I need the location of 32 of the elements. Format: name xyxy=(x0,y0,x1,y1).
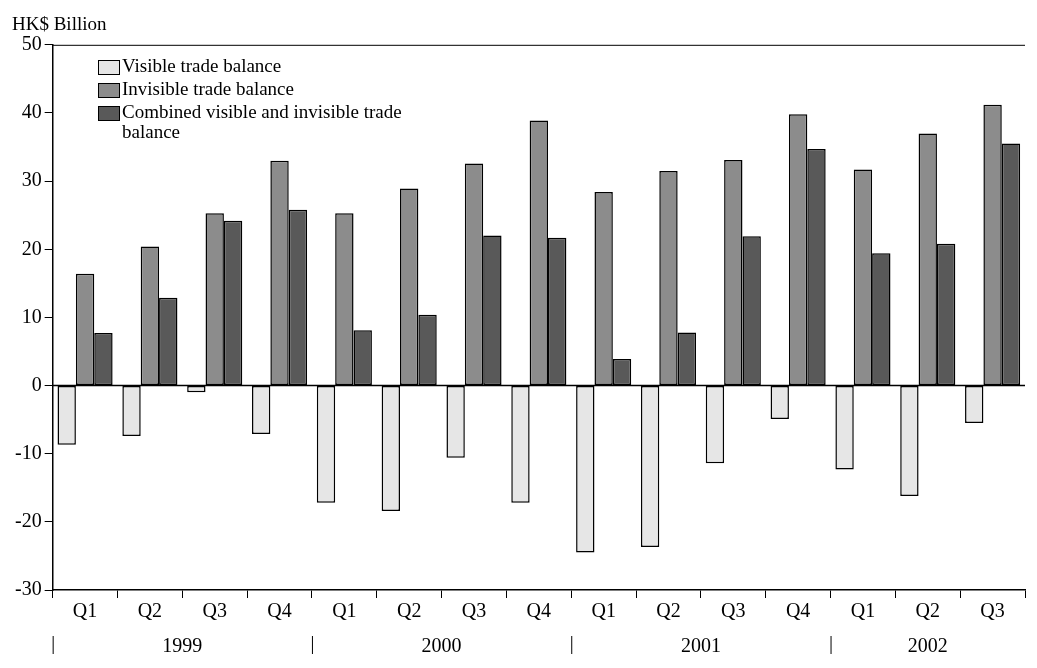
x-tick-label: Q4 xyxy=(267,599,292,622)
x-tick-label: Q2 xyxy=(396,599,422,622)
y-tick-label: 50 xyxy=(21,32,42,55)
y-tick-label: -30 xyxy=(14,577,42,600)
x-tick-label: Q3 xyxy=(980,599,1005,622)
x-tick-label: Q2 xyxy=(915,599,940,622)
text: 2002 xyxy=(907,634,948,656)
y-tick-label: 30 xyxy=(21,168,42,191)
y-tick-label: 40 xyxy=(21,100,42,123)
x-tick-label: Q3 xyxy=(721,599,746,622)
x-tick-label: Q1 xyxy=(850,599,876,622)
x-tick-label: Q1 xyxy=(72,599,98,622)
x-tick-label: Q3 xyxy=(202,599,227,622)
y-tick-label: 0 xyxy=(31,372,42,395)
y-tick-label: 10 xyxy=(21,304,42,327)
x-tick-label: Q2 xyxy=(656,599,681,622)
y-tick-label: -20 xyxy=(14,509,42,532)
legend-label: Visible trade balance xyxy=(122,55,282,76)
x-tick-label: Q2 xyxy=(137,599,163,622)
x-tick-label: Q4 xyxy=(785,599,811,622)
x-tick-label: Q1 xyxy=(332,599,357,622)
y-tick-label: 20 xyxy=(21,236,42,259)
x-tick-label: Q1 xyxy=(591,599,616,622)
x-tick-label: Q4 xyxy=(526,599,552,622)
legend-label: Invisible trade balance xyxy=(122,78,294,99)
text: 2001 xyxy=(680,634,721,656)
text: 1999 xyxy=(162,634,203,656)
text: 2000 xyxy=(421,634,462,656)
legend-label: Combined visible and invisible trade balance xyxy=(122,101,403,142)
x-tick-label: Q3 xyxy=(461,599,487,622)
y-tick-label: -10 xyxy=(14,440,42,463)
y-axis-title: HK$ Billion xyxy=(12,13,107,35)
